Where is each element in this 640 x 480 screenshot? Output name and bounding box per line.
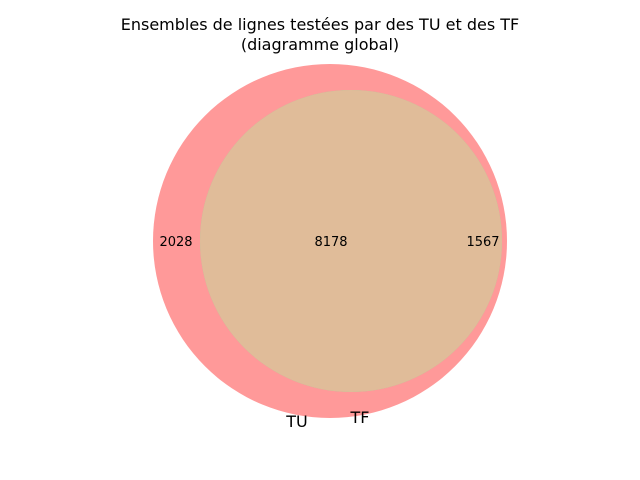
set-tu-label: TU (285, 412, 307, 431)
set-tf-label: TF (350, 408, 370, 427)
chart-title-line2: (diagramme global) (241, 35, 399, 54)
tu-only-count: 2028 (159, 235, 192, 250)
intersection-count: 8178 (314, 235, 347, 250)
chart-title-line1: Ensembles de lignes testées par des TU e… (121, 15, 519, 34)
intersection-region (200, 90, 502, 392)
tf-only-count: 1567 (466, 235, 499, 250)
